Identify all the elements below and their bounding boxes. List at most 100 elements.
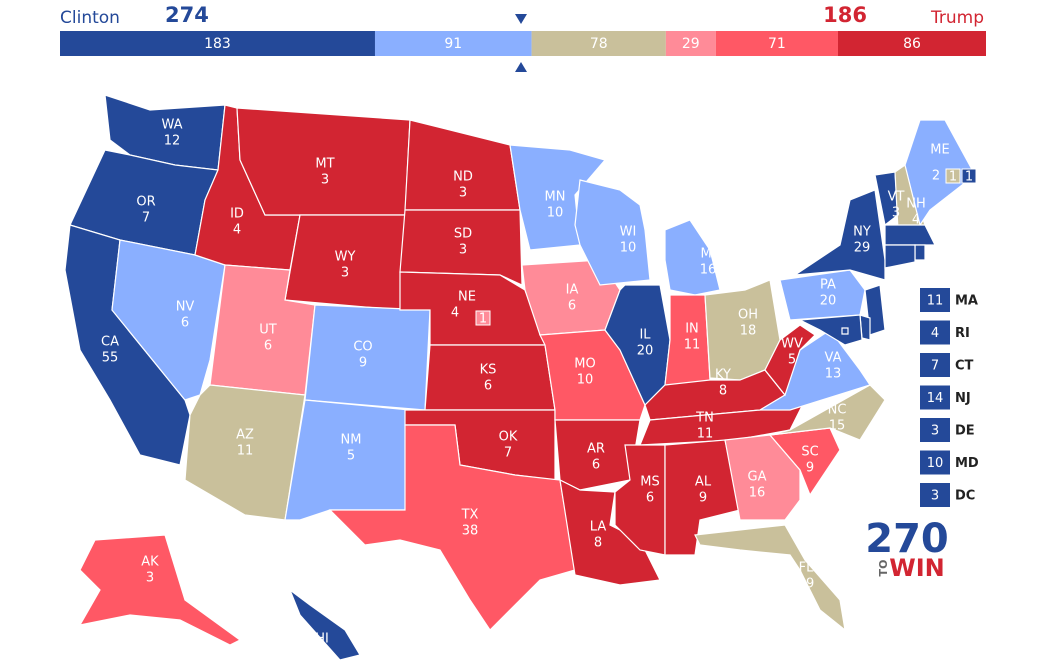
bar-segment — [665, 31, 716, 56]
logo-to: TO — [877, 560, 890, 577]
state-abbr: LA — [590, 520, 607, 535]
state-ev: 4 — [451, 306, 459, 321]
state-box — [920, 418, 950, 442]
logo-number: 270 — [865, 516, 949, 562]
state-ev: 8 — [594, 536, 602, 551]
state-ev: 11 — [697, 427, 714, 442]
state-ev: 2 — [932, 169, 940, 184]
left-name: Clinton — [60, 8, 120, 28]
bar-label: 91 — [444, 36, 462, 52]
state — [914, 244, 926, 261]
state-ev: 11 — [927, 294, 944, 309]
left-total: 274 — [165, 3, 209, 27]
state — [184, 384, 306, 521]
bar-label: 86 — [903, 36, 921, 52]
state-ev: 10 — [577, 373, 594, 388]
state-abbr: NV — [176, 300, 195, 315]
district — [961, 168, 977, 184]
state-abbr: ID — [230, 207, 244, 222]
state — [694, 524, 846, 632]
logo-win: WIN — [889, 554, 945, 582]
state — [884, 224, 936, 246]
district-ev: 1 — [965, 170, 973, 185]
state-ev: 3 — [321, 173, 329, 188]
state — [794, 189, 886, 281]
district — [945, 168, 961, 184]
state-abbr: IA — [566, 283, 579, 298]
state-abbr: UT — [259, 323, 277, 338]
state-ev: 38 — [462, 524, 479, 539]
state-ev: 4 — [233, 223, 241, 238]
state-abbr: MT — [315, 157, 334, 172]
midpoint-arrow — [515, 62, 527, 72]
state-abbr: MA — [955, 294, 978, 309]
district-ev: 1 — [479, 312, 487, 327]
state-ev: 3 — [892, 206, 900, 221]
state-abbr: SC — [801, 445, 818, 460]
state-ev: 3 — [146, 571, 154, 586]
state-abbr: MN — [545, 190, 566, 205]
state — [328, 424, 576, 631]
bar-label: 29 — [682, 36, 700, 52]
state-abbr: MD — [955, 456, 979, 471]
state-ev: 3 — [459, 243, 467, 258]
state-ev: 7 — [142, 211, 150, 226]
state-abbr: AR — [587, 442, 605, 457]
state-ev: 3 — [931, 489, 939, 504]
state — [884, 244, 916, 269]
state-ev: 9 — [699, 491, 707, 506]
state-ev: 5 — [347, 449, 355, 464]
state — [424, 344, 556, 411]
midpoint-arrow — [515, 14, 527, 24]
state-abbr: IL — [639, 328, 651, 343]
state-ev: 29 — [854, 241, 871, 256]
state-ev: 7 — [931, 359, 939, 374]
state-abbr: DC — [955, 489, 975, 504]
state-abbr: AK — [141, 555, 159, 570]
state — [304, 304, 431, 411]
district — [475, 310, 491, 326]
state — [664, 219, 721, 296]
state-ev: 13 — [825, 367, 842, 382]
bar-segment — [60, 31, 375, 56]
state-abbr: CT — [955, 359, 974, 374]
state-abbr: NM — [341, 433, 362, 448]
state-abbr: MO — [574, 357, 595, 372]
state-abbr: NE — [458, 290, 476, 305]
state-ev: 6 — [264, 339, 272, 354]
state-ev: 6 — [646, 491, 654, 506]
state-box — [920, 483, 950, 507]
state-labels: WA12OR7CA55NV6ID4MT3WY3UT6AZ11CO9NM5ND3S… — [101, 118, 979, 663]
state-abbr: OH — [738, 308, 758, 323]
state-abbr: MS — [640, 475, 659, 490]
state-ev: 3 — [931, 424, 939, 439]
right-name: Trump — [930, 8, 984, 28]
state — [574, 179, 651, 286]
state-ev: 15 — [829, 419, 846, 434]
state-abbr: OK — [499, 430, 518, 445]
state-abbr: OR — [136, 195, 155, 210]
state-abbr: IN — [685, 322, 699, 337]
state-abbr: NJ — [955, 391, 971, 406]
state-abbr: CO — [353, 340, 372, 355]
state — [779, 269, 866, 321]
state-abbr: AZ — [236, 428, 254, 443]
state-ev: 4 — [912, 213, 920, 228]
state — [554, 419, 641, 491]
state-abbr: NY — [853, 225, 871, 240]
district-ev: 1 — [949, 170, 957, 185]
state-ev: 20 — [820, 294, 837, 309]
state-ev: 3 — [459, 186, 467, 201]
bar-segment — [715, 31, 838, 56]
state-ev: 11 — [237, 444, 254, 459]
state-ev: 12 — [164, 134, 181, 149]
bar-label: 78 — [590, 36, 608, 52]
state-abbr: WA — [161, 118, 182, 133]
state-ev: 4 — [931, 326, 939, 341]
state-abbr: DE — [955, 424, 975, 439]
state-ev: 10 — [547, 206, 564, 221]
states — [64, 94, 976, 661]
state — [841, 327, 849, 335]
state-abbr: WI — [620, 225, 637, 240]
